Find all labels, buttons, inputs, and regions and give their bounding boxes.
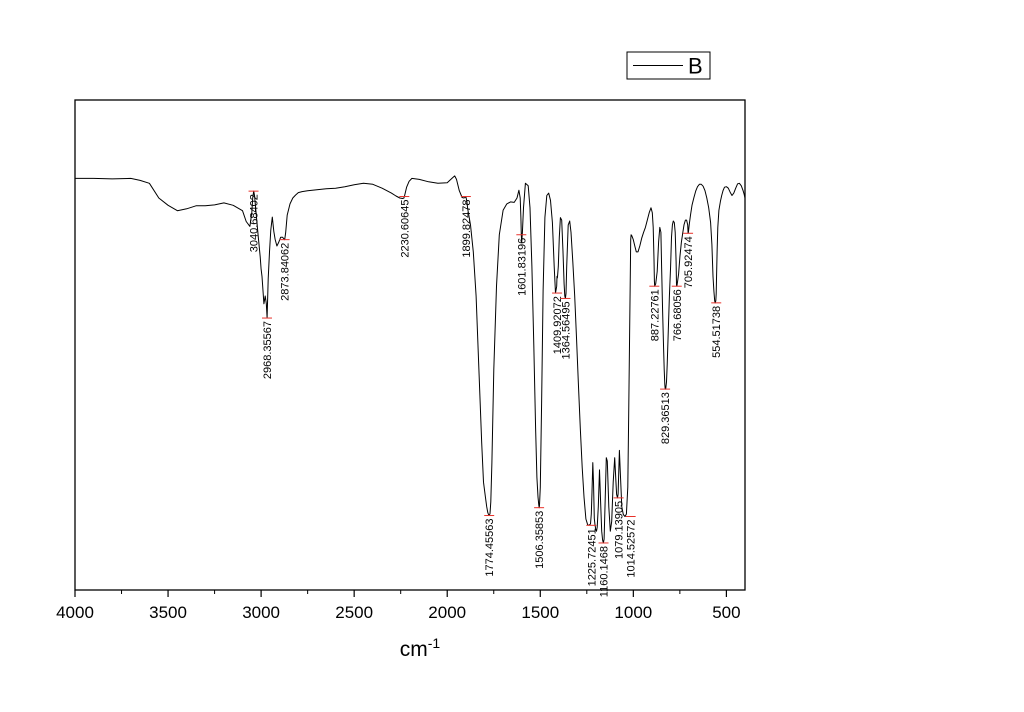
peak-label: 554.51738 [711,306,723,358]
peak-label: 887.22761 [649,289,661,341]
peak-label: 1601.83196 [516,238,528,296]
x-tick-label: 2000 [428,603,466,622]
peak-label: 3040.68402 [249,194,261,252]
x-axis: 4000 3500 3000 2500 2000 1500 1000 500 [56,590,741,622]
peak-label: 1225.72451 [586,528,598,586]
x-tick-label: 1000 [614,603,652,622]
legend: B [626,51,711,80]
peak-label: 1409.92072 [552,296,564,354]
peak-label: 2230.60645 [399,200,411,258]
plot-frame [74,99,746,591]
peak-label: 2873.84062 [280,243,292,301]
peak-label: 1506.35853 [534,511,546,569]
peak-label: 1160.1468 [599,546,611,597]
spectrum-line-B [75,175,746,544]
peak-label: 829.36513 [660,392,672,444]
peak-label: 766.68056 [672,289,684,341]
x-tick-label: 3000 [242,603,280,622]
x-axis-title: cm-1 [400,635,441,661]
peak-label: 1364.56495 [561,301,573,359]
peak-label: 1014.52572 [626,520,638,578]
x-axis-title-superscript: -1 [428,635,441,651]
peak-label: 705.92474 [683,236,695,288]
x-tick-label: 500 [712,603,740,622]
plot-area: 3040.68402 2968.35567 2873.84062 2230.60645… [74,99,746,597]
x-tick-label: 3500 [149,603,187,622]
peak-label: 1899.82478 [461,200,473,258]
x-tick-label: 4000 [56,603,94,622]
peak-label: 1079.13905 [614,501,626,559]
peak-label: 1774.45563 [484,519,496,577]
x-tick-label: 1500 [521,603,559,622]
legend-label: B [688,54,703,79]
peak-label: 2968.35567 [262,321,274,379]
x-axis-title-unit: cm [400,638,428,661]
x-tick-label: 2500 [335,603,373,622]
